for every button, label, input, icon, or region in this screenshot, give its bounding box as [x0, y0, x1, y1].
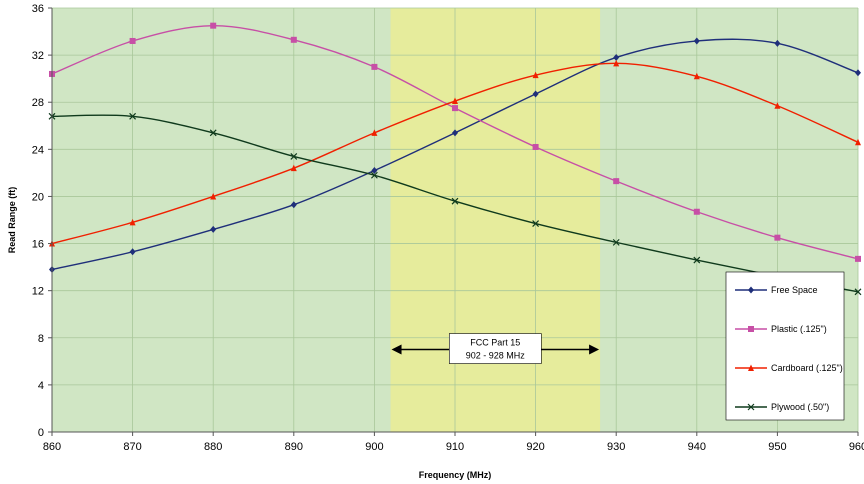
- x-tick-label: 930: [607, 441, 625, 453]
- band-annotation: FCC Part 15 902 - 928 MHz: [391, 333, 600, 364]
- legend-item-4: Plywood (.50"): [735, 402, 829, 412]
- arrow-left-icon: [391, 344, 402, 355]
- data-point: [371, 63, 378, 70]
- x-tick-label: 940: [688, 441, 706, 453]
- legend-marker: [748, 286, 754, 294]
- data-point: [774, 39, 781, 47]
- data-point: [452, 97, 458, 105]
- y-tick-label: 12: [32, 286, 44, 298]
- data-point: [612, 238, 620, 246]
- data-point: [532, 220, 540, 227]
- data-point: [532, 71, 539, 79]
- y-tick-label: 36: [32, 3, 44, 15]
- data-point: [854, 288, 862, 296]
- data-point: [290, 201, 297, 209]
- data-point: [290, 36, 297, 43]
- data-point: [452, 105, 458, 112]
- axes: 0 4 8 12 16 20 24 28 32 36 860 870 880 890 900 910 920 93…: [32, 3, 864, 453]
- legend-marker: [747, 403, 755, 411]
- data-point: [693, 72, 700, 80]
- legend-marker: [748, 364, 754, 371]
- y-tick-label: 32: [32, 50, 44, 62]
- legend-item-2: Plastic (.125"): [735, 324, 827, 334]
- fcc-band-highlight: [390, 8, 601, 432]
- data-point: [129, 248, 136, 256]
- data-point: [613, 59, 620, 67]
- legend-item-3: Cardboard (.125"): [735, 363, 843, 373]
- y-tick-label: 20: [32, 191, 44, 203]
- data-point: [210, 192, 217, 200]
- x-axis-title: Frequency (MHz): [419, 470, 492, 480]
- band-label-box: [448, 333, 542, 364]
- data-point: [129, 37, 136, 44]
- x-tick-label: 960: [849, 441, 864, 453]
- series-layer: [48, 22, 862, 296]
- data-point: [452, 129, 458, 137]
- legend-label: Plastic (.125"): [771, 324, 827, 334]
- x-tick-label: 890: [285, 441, 303, 453]
- legend-label: Plywood (.50"): [771, 402, 829, 412]
- y-tick-label: 8: [38, 333, 44, 345]
- data-point: [532, 143, 539, 150]
- data-point: [613, 53, 620, 61]
- series-1: [49, 37, 861, 273]
- data-point: [451, 197, 459, 205]
- data-point: [290, 164, 297, 172]
- data-point: [855, 138, 861, 146]
- y-tick-label: 4: [38, 380, 44, 392]
- y-axis-title: Read Range (ft): [7, 187, 17, 254]
- x-tick-label: 860: [43, 441, 61, 453]
- data-point: [210, 22, 217, 29]
- data-point: [693, 37, 700, 45]
- y-tick-label: 24: [32, 144, 44, 156]
- data-point: [290, 152, 298, 160]
- data-point: [210, 225, 217, 233]
- band-label-line1: FCC Part 15: [470, 338, 520, 348]
- x-tick-label: 920: [526, 441, 544, 453]
- data-point: [532, 90, 539, 98]
- legend-marker: [748, 326, 754, 332]
- data-point: [855, 255, 861, 262]
- y-tick-label: 0: [38, 427, 44, 439]
- data-point: [774, 102, 781, 109]
- data-point: [693, 256, 701, 264]
- legend-item-1: Free Space: [735, 285, 818, 295]
- x-tick-label: 950: [768, 441, 786, 453]
- band-label-line2: 902 - 928 MHz: [466, 351, 526, 361]
- data-point: [371, 129, 378, 136]
- data-point: [370, 171, 378, 179]
- arrow-right-icon: [589, 344, 600, 355]
- data-point: [129, 218, 136, 226]
- x-tick-label: 880: [204, 441, 222, 453]
- series-4: [48, 112, 862, 296]
- data-point: [371, 167, 378, 175]
- data-point: [209, 129, 217, 137]
- legend-box: [725, 271, 845, 421]
- y-tick-label: 16: [32, 239, 44, 251]
- series-3: [49, 59, 861, 247]
- data-point: [613, 178, 620, 185]
- data-point: [129, 112, 137, 120]
- data-point: [855, 69, 861, 77]
- legend: Free Space Plastic (.125") Cardboard (.125…: [725, 271, 845, 421]
- x-tick-label: 870: [123, 441, 141, 453]
- x-tick-label: 900: [365, 441, 383, 453]
- data-point: [774, 234, 781, 241]
- legend-label: Free Space: [771, 285, 818, 295]
- legend-label: Cardboard (.125"): [771, 363, 843, 373]
- data-point: [693, 208, 700, 215]
- x-tick-label: 910: [446, 441, 464, 453]
- y-tick-label: 28: [32, 97, 44, 109]
